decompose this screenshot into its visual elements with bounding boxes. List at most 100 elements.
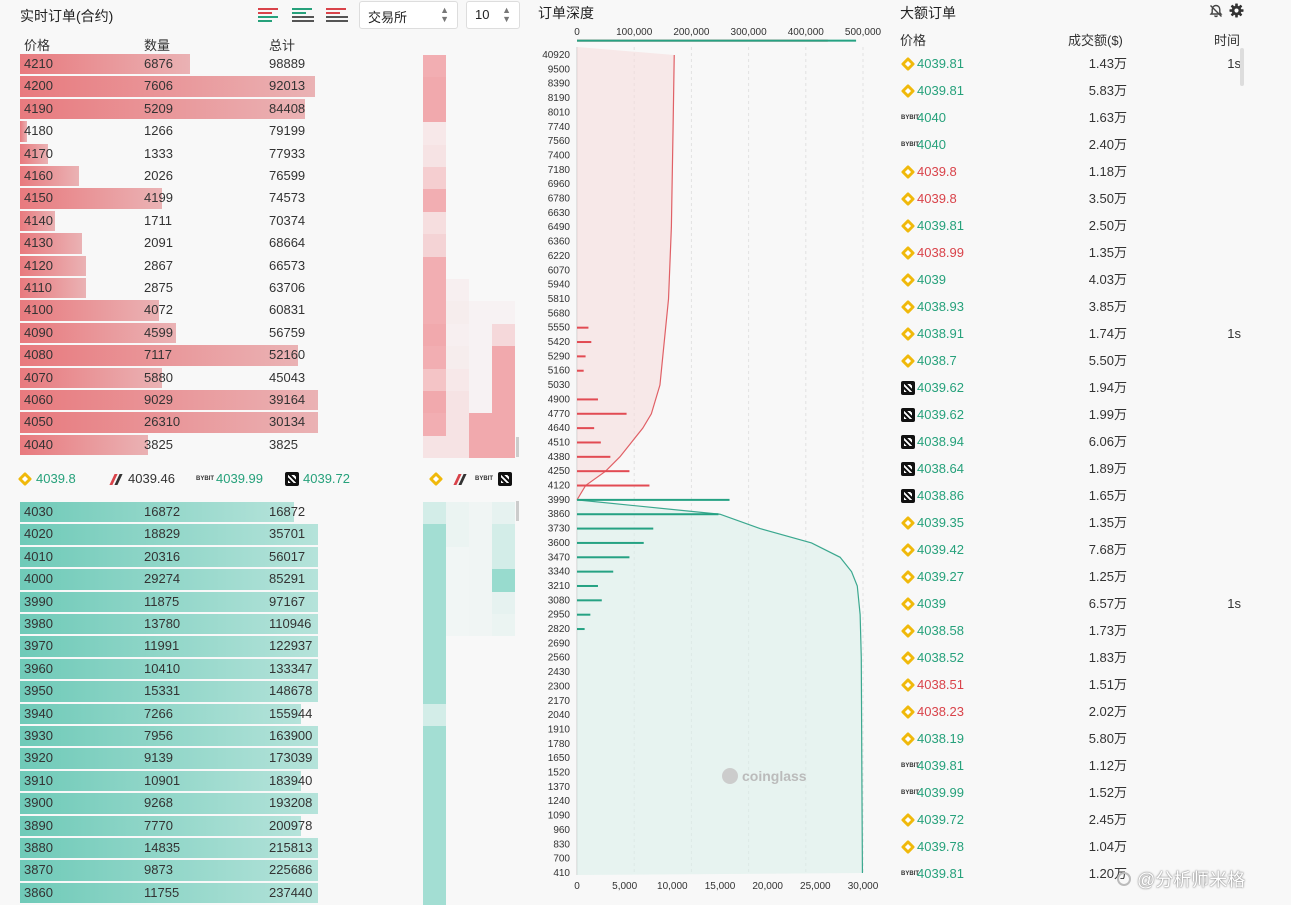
okx-tab-icon[interactable]: [498, 472, 512, 486]
footer-watermark: @分析师米格: [1117, 866, 1245, 892]
large-order-row[interactable]: 4039 6.57万 1s: [895, 590, 1291, 617]
large-order-row[interactable]: 4038.99 1.35万: [895, 239, 1291, 266]
large-orders-scrollbar[interactable]: [1240, 48, 1244, 86]
large-order-row[interactable]: 4038.86 1.65万: [895, 482, 1291, 509]
large-order-row[interactable]: BYBIT 4039.81 1.12万: [895, 752, 1291, 779]
binance-icon: [900, 245, 916, 261]
bid-row[interactable]: 3890 7770 200978: [0, 815, 420, 837]
large-order-row[interactable]: BYBIT 4039.99 1.52万: [895, 779, 1291, 806]
view-asks-icon[interactable]: [326, 6, 350, 24]
ask-row[interactable]: 4040 3825 3825: [0, 434, 420, 456]
view-both-icon[interactable]: [258, 6, 282, 24]
heatmap-cell: [423, 502, 446, 525]
large-order-row[interactable]: BYBIT 4040 2.40万: [895, 131, 1291, 158]
bid-total: 16872: [269, 504, 306, 519]
large-order-row[interactable]: 4039.35 1.35万: [895, 509, 1291, 536]
ask-row[interactable]: 4130 2091 68664: [0, 232, 420, 254]
bid-row[interactable]: 3980 13780 110946: [0, 613, 420, 635]
large-order-row[interactable]: BYBIT 4040 1.63万: [895, 104, 1291, 131]
large-order-row[interactable]: 4038.19 5.80万: [895, 725, 1291, 752]
bid-row[interactable]: 3970 11991 122937: [0, 635, 420, 657]
ask-row[interactable]: 4120 2867 66573: [0, 255, 420, 277]
large-order-row[interactable]: 4038.51 1.51万: [895, 671, 1291, 698]
ask-scrollbar[interactable]: [516, 437, 519, 457]
bid-row[interactable]: 4020 18829 35701: [0, 523, 420, 545]
ask-row[interactable]: 4210 6876 98889: [0, 53, 420, 75]
ask-row[interactable]: 4080 7117 52160: [0, 344, 420, 366]
large-order-price: 4039: [917, 272, 946, 287]
depth-level-select[interactable]: 10 ▲ ▼: [466, 1, 520, 29]
exchange-select[interactable]: 交易所 ▲ ▼: [359, 1, 458, 29]
view-bids-icon[interactable]: [292, 6, 316, 24]
bid-row[interactable]: 4000 29274 85291: [0, 568, 420, 590]
bid-row[interactable]: 3930 7956 163900: [0, 725, 420, 747]
ask-qty: 3825: [144, 436, 173, 452]
large-order-row[interactable]: 4039.27 1.25万: [895, 563, 1291, 590]
heatmap-cell: [446, 591, 469, 614]
bid-row[interactable]: 3950 15331 148678: [0, 680, 420, 702]
large-order-row[interactable]: 4039.81 2.50万: [895, 212, 1291, 239]
bid-scrollbar[interactable]: [516, 501, 519, 521]
large-order-row[interactable]: 4039.62 1.99万: [895, 401, 1291, 428]
ask-row[interactable]: 4150 4199 74573: [0, 187, 420, 209]
bid-row[interactable]: 3860 11755 237440: [0, 882, 420, 904]
large-order-row[interactable]: 4038.91 1.74万 1s: [895, 320, 1291, 347]
watermark-text: coinglass: [742, 768, 807, 784]
ask-row[interactable]: 4200 7606 92013: [0, 75, 420, 97]
large-order-price: 4038.64: [917, 461, 964, 476]
bid-row[interactable]: 3910 10901 183940: [0, 770, 420, 792]
large-order-row[interactable]: 4039.42 7.68万: [895, 536, 1291, 563]
large-order-row[interactable]: 4038.52 1.83万: [895, 644, 1291, 671]
large-order-row[interactable]: 4039.78 1.04万: [895, 833, 1291, 860]
bid-price: 3990: [24, 593, 53, 609]
bid-row[interactable]: 3960 10410 133347: [0, 658, 420, 680]
heatmap-cell: [423, 368, 446, 391]
large-order-row[interactable]: 4039.8 1.18万: [895, 158, 1291, 185]
bid-row[interactable]: 4010 20316 56017: [0, 546, 420, 568]
bid-qty: 16872: [144, 504, 181, 519]
ask-row[interactable]: 4070 5880 45043: [0, 367, 420, 389]
large-order-row[interactable]: 4039.81 1.43万 1s: [895, 50, 1291, 77]
bybit-tab-icon[interactable]: BYBIT: [475, 476, 493, 482]
large-order-row[interactable]: 4039 4.03万: [895, 266, 1291, 293]
large-order-amount: 5.50万: [1088, 353, 1127, 368]
ask-row[interactable]: 4090 4599 56759: [0, 322, 420, 344]
ask-row[interactable]: 4140 1711 70374: [0, 210, 420, 232]
mute-bell-icon[interactable]: [1209, 4, 1223, 18]
large-order-row[interactable]: 4039.8 3.50万: [895, 185, 1291, 212]
bid-row[interactable]: 3940 7266 155944: [0, 703, 420, 725]
large-order-amount: 1.83万: [1088, 650, 1127, 665]
large-order-row[interactable]: 4038.64 1.89万: [895, 455, 1291, 482]
ask-row[interactable]: 4110 2875 63706: [0, 277, 420, 299]
large-order-row[interactable]: 4039.62 1.94万: [895, 374, 1291, 401]
large-order-row[interactable]: 4038.23 2.02万: [895, 698, 1291, 725]
bid-row[interactable]: 3880 14835 215813: [0, 837, 420, 859]
large-order-row[interactable]: 4039.81 5.83万: [895, 77, 1291, 104]
large-order-row[interactable]: 4039.72 2.45万: [895, 806, 1291, 833]
ask-price: 4150: [24, 190, 53, 206]
bid-price: 3980: [24, 616, 53, 631]
large-order-row[interactable]: 4038.58 1.73万: [895, 617, 1291, 644]
ask-row[interactable]: 4050 26310 30134: [0, 411, 420, 433]
bid-row[interactable]: 4030 16872 16872: [0, 501, 420, 523]
large-order-row[interactable]: 4038.7 5.50万: [895, 347, 1291, 374]
price-axis-tick: 8390: [548, 79, 571, 90]
ask-row[interactable]: 4190 5209 84408: [0, 98, 420, 120]
bid-row[interactable]: 3870 9873 225686: [0, 859, 420, 881]
ask-row[interactable]: 4160 2026 76599: [0, 165, 420, 187]
large-order-row[interactable]: 4038.93 3.85万: [895, 293, 1291, 320]
large-order-row[interactable]: 4038.94 6.06万: [895, 428, 1291, 455]
binance-icon: [900, 272, 916, 288]
depth-level-value: 10: [475, 7, 490, 22]
ask-row[interactable]: 4170 1333 77933: [0, 143, 420, 165]
ask-row[interactable]: 4180 1266 79199: [0, 120, 420, 142]
bid-row[interactable]: 3900 9268 193208: [0, 792, 420, 814]
bid-row[interactable]: 3920 9139 173039: [0, 747, 420, 769]
bitget-tab-icon[interactable]: [452, 472, 468, 486]
ask-row[interactable]: 4060 9029 39164: [0, 389, 420, 411]
bid-row[interactable]: 3990 11875 97167: [0, 591, 420, 613]
ask-total: 66573: [269, 257, 306, 273]
binance-tab-icon[interactable]: [428, 471, 444, 487]
gear-icon[interactable]: [1229, 3, 1244, 18]
ask-row[interactable]: 4100 4072 60831: [0, 299, 420, 321]
